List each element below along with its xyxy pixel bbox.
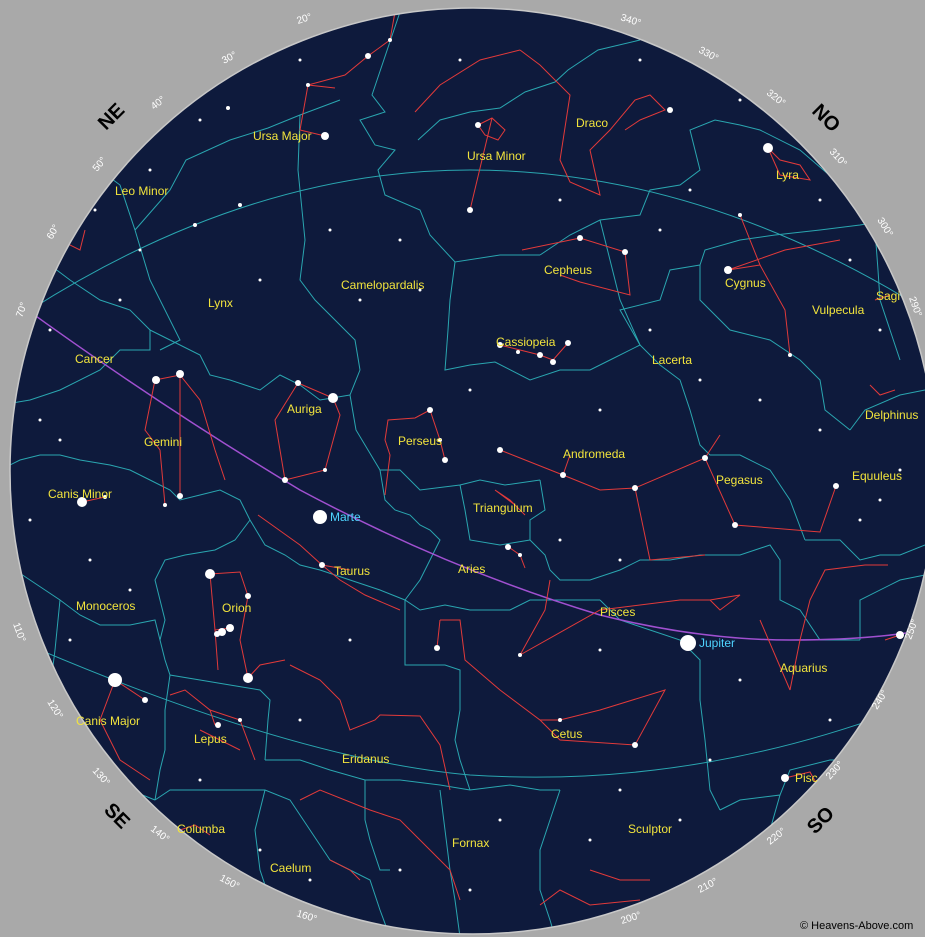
label-auriga: Auriga bbox=[287, 402, 322, 416]
label-monoceros: Monoceros bbox=[76, 599, 135, 613]
planets bbox=[313, 510, 696, 651]
sky-disk bbox=[10, 8, 925, 934]
label-sagi: Sagi bbox=[876, 289, 900, 303]
label-caelum: Caelum bbox=[270, 861, 311, 875]
planet-labels: Marte Jupiter bbox=[330, 510, 735, 650]
azimuth-70: 70° bbox=[14, 301, 30, 319]
azimuth-20: 20° bbox=[296, 12, 314, 27]
label-cetus: Cetus bbox=[551, 727, 582, 741]
label-camelopardalis: Camelopardalis bbox=[341, 278, 424, 292]
label-fornax: Fornax bbox=[452, 836, 489, 850]
label-cancer: Cancer bbox=[75, 352, 114, 366]
planet-jupiter-marker bbox=[680, 635, 696, 651]
label-pegasus: Pegasus bbox=[716, 473, 763, 487]
label-pisces: Pisces bbox=[600, 605, 635, 619]
label-draco: Draco bbox=[576, 116, 608, 130]
label-lynx: Lynx bbox=[208, 296, 233, 310]
label-lyra: Lyra bbox=[776, 168, 799, 182]
label-delphinus: Delphinus bbox=[865, 408, 918, 422]
stars bbox=[28, 38, 904, 892]
horizon-ring bbox=[9, 7, 925, 935]
label-canis-major: Canis Major bbox=[76, 714, 140, 728]
label-aquarius: Aquarius bbox=[780, 661, 827, 675]
label-ursa-major: Ursa Major bbox=[253, 129, 312, 143]
constellation-figures bbox=[59, 11, 901, 906]
label-lacerta: Lacerta bbox=[652, 353, 692, 367]
constellation-labels: Ursa Major Leo Minor Lynx Camelopardalis… bbox=[48, 116, 918, 875]
label-lepus: Lepus bbox=[194, 732, 227, 746]
label-perseus: Perseus bbox=[398, 434, 442, 448]
label-cepheus: Cepheus bbox=[544, 263, 592, 277]
label-andromeda: Andromeda bbox=[563, 447, 625, 461]
label-ursa-minor: Ursa Minor bbox=[467, 149, 526, 163]
credit-text: © Heavens-Above.com bbox=[800, 920, 913, 932]
label-leo-minor: Leo Minor bbox=[115, 184, 168, 198]
label-canis-minor: Canis Minor bbox=[48, 487, 112, 501]
label-orion: Orion bbox=[222, 601, 251, 615]
label-columba: Columba bbox=[177, 822, 225, 836]
horizon-altitude-circles bbox=[29, 169, 925, 778]
label-taurus: Taurus bbox=[334, 564, 370, 578]
label-equuleus: Equuleus bbox=[852, 469, 902, 483]
label-vulpecula: Vulpecula bbox=[812, 303, 865, 317]
label-gemini: Gemini bbox=[144, 435, 182, 449]
label-eridanus: Eridanus bbox=[342, 752, 389, 766]
label-sculptor: Sculptor bbox=[628, 822, 672, 836]
label-cygnus: Cygnus bbox=[725, 276, 766, 290]
label-jupiter: Jupiter bbox=[699, 636, 735, 650]
label-pisc: Pisc bbox=[795, 771, 818, 785]
planet-marte-marker bbox=[313, 510, 327, 524]
label-marte: Marte bbox=[330, 510, 361, 524]
ecliptic-line bbox=[10, 289, 925, 641]
label-aries: Aries bbox=[458, 562, 485, 576]
label-cassiopeia: Cassiopeia bbox=[496, 335, 556, 349]
label-triangulum: Triangulum bbox=[473, 501, 533, 515]
